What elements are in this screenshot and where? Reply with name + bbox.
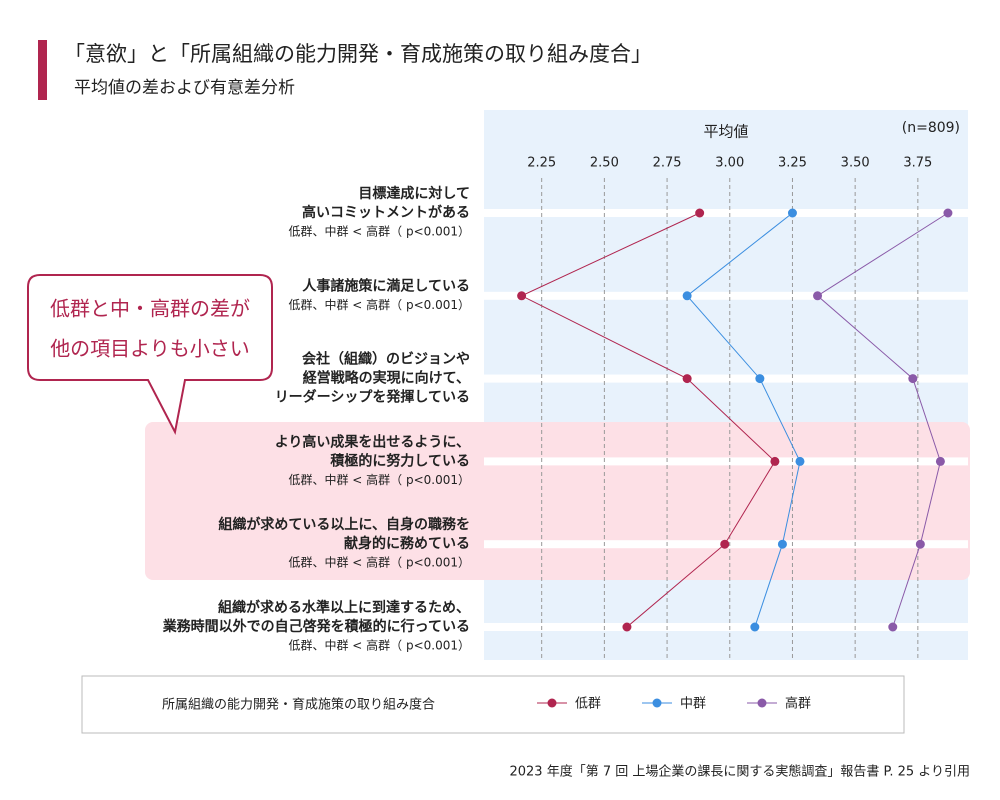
chart-title: 「意欲」と「所属組織の能力開発・育成施策の取り組み度合」 [64, 42, 652, 66]
row-stripe [484, 457, 968, 466]
row-stripe [484, 209, 968, 217]
category-label: 高いコミットメントがある [302, 204, 470, 221]
title-bar [38, 40, 47, 100]
data-point [935, 456, 945, 466]
x-tick-label: 3.00 [715, 156, 744, 171]
data-point [943, 208, 953, 218]
data-point [787, 208, 797, 218]
data-point [908, 374, 918, 384]
data-point [695, 208, 705, 218]
row-stripe [484, 374, 968, 383]
x-tick-label: 3.75 [903, 156, 932, 171]
category-label: 会社（組織）のビジョンや [302, 351, 470, 368]
data-point [915, 539, 925, 549]
data-point [682, 291, 692, 301]
significance-note: 低群、中群 < 高群（ p<0.001） [288, 472, 470, 487]
legend-marker [652, 698, 662, 708]
data-point [795, 456, 805, 466]
legend-marker [547, 698, 557, 708]
data-point [770, 456, 780, 466]
data-point [750, 622, 760, 632]
significance-note: 低群、中群 < 高群（ p<0.001） [288, 638, 470, 653]
legend-label: 高群 [785, 696, 811, 712]
category-label: より高い成果を出せるように、 [275, 433, 470, 450]
x-tick-label: 2.25 [527, 156, 556, 171]
data-point [517, 291, 527, 301]
category-label: 経営戦略の実現に向けて、 [303, 370, 470, 387]
data-point [682, 374, 692, 384]
source: 2023 年度「第 7 回 上場企業の課長に関する実態調査」報告書 P. 25 … [509, 764, 970, 780]
data-point [622, 622, 632, 632]
row-stripe [484, 291, 968, 300]
series-line [686, 212, 801, 628]
x-tick-label: 3.50 [841, 156, 870, 171]
legend-title: 所属組織の能力開発・育成施策の取り組み度合 [162, 697, 435, 713]
significance-note: 低群、中群 < 高群（ p<0.001） [288, 297, 470, 312]
category-label: 目標達成に対して [358, 185, 470, 202]
x-tick-label: 2.75 [653, 156, 682, 171]
x-axis-label: 平均値 [703, 123, 748, 141]
row-stripe [484, 623, 968, 631]
category-label: 組織が求める水準以上に到達するため、 [218, 599, 470, 616]
sample-note: (n=809) [902, 120, 960, 136]
data-point [888, 622, 898, 632]
category-label: 献身的に務めている [344, 535, 470, 552]
significance-note: 低群、中群 < 高群（ p<0.001） [288, 224, 470, 239]
series-line [816, 212, 949, 628]
legend-marker [757, 698, 767, 708]
legend-label: 中群 [680, 697, 706, 712]
x-tick-label: 3.25 [778, 156, 807, 171]
category-label: 人事諸施策に満足している [302, 277, 470, 294]
x-tick-label: 2.50 [590, 156, 619, 171]
highlight-band [145, 422, 970, 580]
legend-label: 低群 [575, 697, 601, 712]
series-line [520, 212, 776, 628]
chart-subtitle: 平均値の差および有意差分析 [74, 78, 295, 98]
callout-text: 他の項目よりも小さい [50, 337, 250, 361]
significance-note: 低群、中群 < 高群（ p<0.001） [288, 555, 470, 570]
category-label: 積極的に努力している [329, 452, 470, 469]
callout-box [27, 274, 273, 436]
data-point [777, 539, 787, 549]
data-point [813, 291, 823, 301]
category-label: リーダーシップを発揮している [275, 389, 470, 406]
category-label: 組織が求めている以上に、自身の職務を [218, 516, 470, 533]
data-point [720, 539, 730, 549]
data-point [755, 374, 765, 384]
category-label: 業務時間以外での自己啓発を積極的に行っている [162, 618, 470, 635]
callout-text: 低群と中・高群の差が [50, 297, 250, 321]
legend-box [81, 675, 905, 734]
